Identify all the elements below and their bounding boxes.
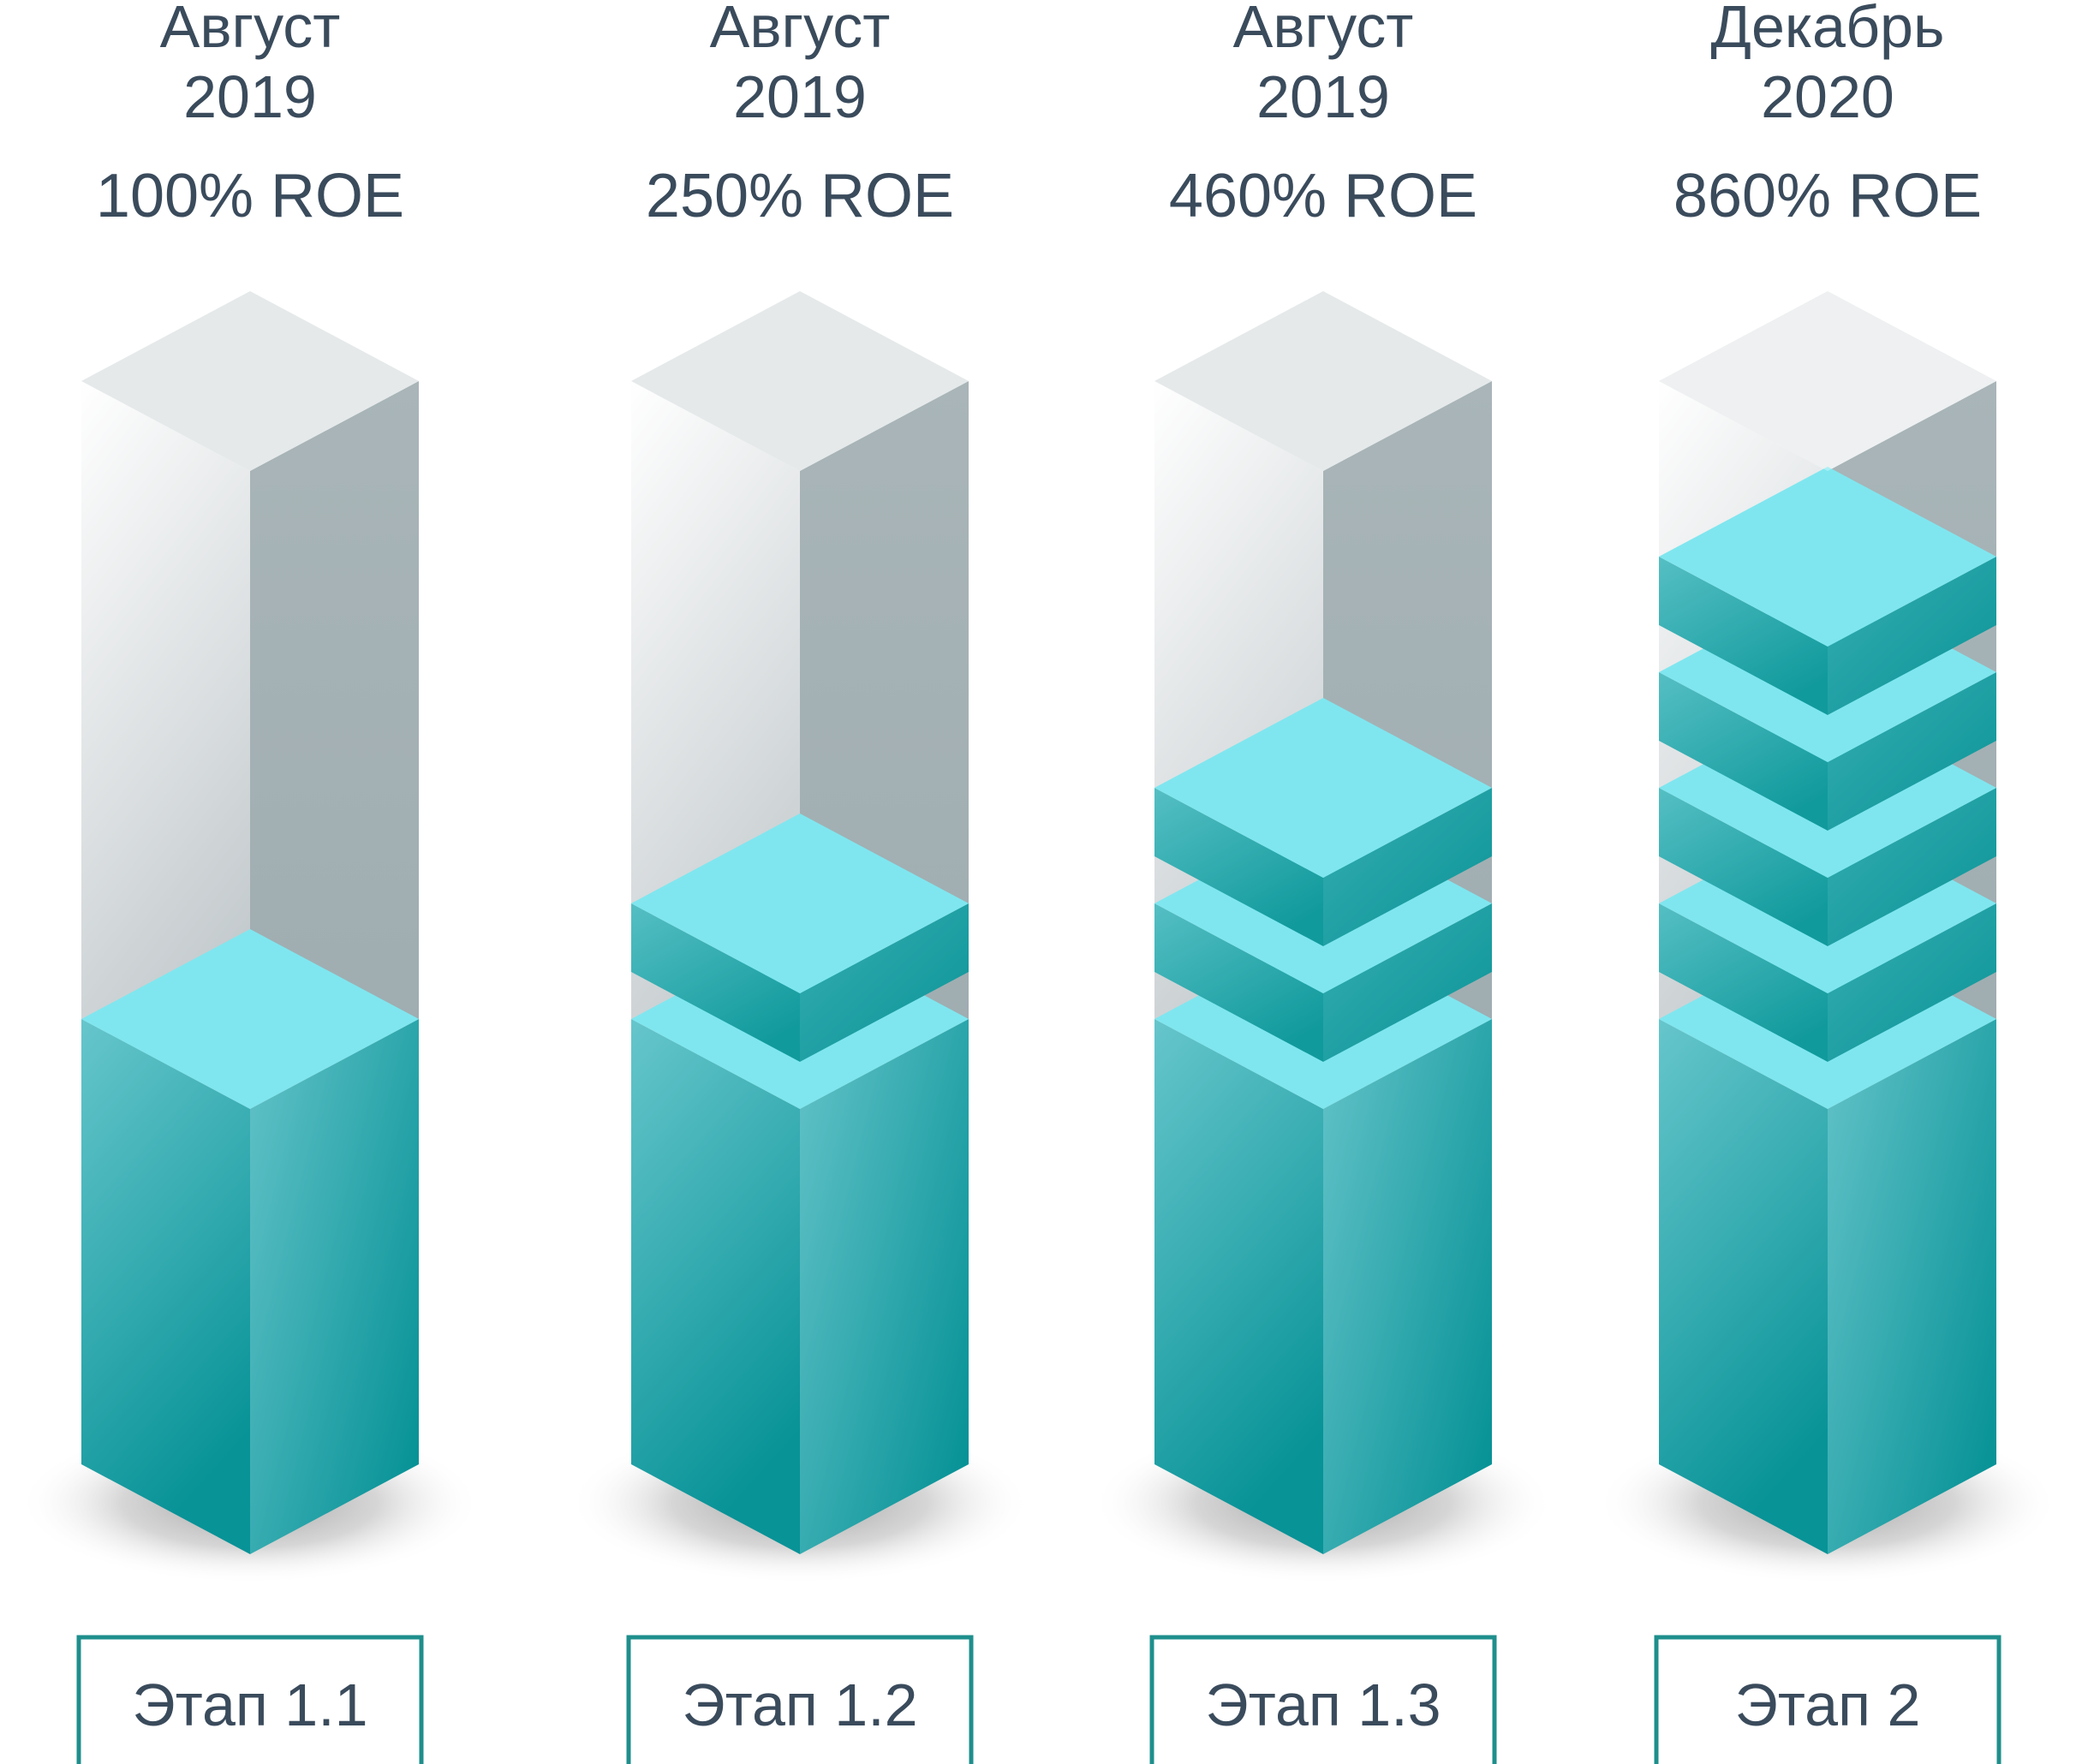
glass-top-face	[1154, 291, 1492, 471]
base-right-face	[1323, 1019, 1492, 1554]
stage-label: Этап 2	[1735, 1672, 1921, 1738]
stage-label: Этап 1.3	[1205, 1672, 1441, 1738]
slab-top-face	[1659, 467, 1996, 647]
glass-top-face	[1659, 291, 1996, 471]
slab-right-face	[1323, 788, 1492, 946]
slab-right-face	[1828, 672, 1996, 831]
glass-left-face	[81, 381, 250, 1109]
roe-value-label: 460% ROE	[1169, 162, 1477, 230]
glass-top-face	[631, 291, 969, 471]
glass-top-overlay	[1659, 291, 1996, 471]
slab-right-face	[1828, 557, 1996, 715]
base-block	[81, 929, 419, 1554]
stage-label-box	[626, 1635, 974, 1764]
period-month-label: Декабрь	[1711, 0, 1945, 60]
roe-value-label: 860% ROE	[1673, 162, 1982, 230]
period-year-label: 2019	[183, 63, 317, 130]
roe-slab	[1659, 467, 1996, 715]
slab-left-face	[1659, 788, 1828, 946]
slab-top-face	[631, 813, 969, 993]
stage-label: Этап 1.2	[682, 1672, 917, 1738]
roe-value-label: 250% ROE	[646, 162, 954, 230]
glass-tower	[81, 291, 419, 1109]
slab-left-face	[1659, 903, 1828, 1062]
slab-top-face	[1154, 698, 1492, 878]
base-right-face	[800, 1019, 969, 1554]
glass-top-face	[81, 291, 419, 471]
period-year-label: 2019	[733, 63, 867, 130]
slab-left-face	[631, 903, 800, 1062]
stage-label-box	[1149, 1635, 1497, 1764]
base-left-face	[1659, 1019, 1828, 1554]
glass-right-face	[250, 381, 419, 1109]
slab-left-face	[1659, 672, 1828, 831]
stage-label-box	[76, 1635, 424, 1764]
stage-label-box	[1654, 1635, 2001, 1764]
slab-right-face	[1828, 788, 1996, 946]
period-year-label: 2019	[1256, 63, 1390, 130]
roe-slab	[1154, 698, 1492, 946]
base-left-face	[1154, 1019, 1323, 1554]
base-left-face	[631, 1019, 800, 1554]
period-month-label: Август	[160, 0, 341, 60]
base-top-face	[81, 929, 419, 1109]
slab-right-face	[800, 903, 969, 1062]
roe-value-label: 100% ROE	[96, 162, 404, 230]
base-right-face	[1828, 1019, 1996, 1554]
roe-slab	[631, 813, 969, 1062]
base-right-face	[250, 1019, 419, 1554]
slab-left-face	[1659, 557, 1828, 715]
base-left-face	[81, 1019, 250, 1554]
period-year-label: 2020	[1761, 63, 1894, 130]
period-month-label: Август	[710, 0, 891, 60]
slab-right-face	[1828, 903, 1996, 1062]
period-month-label: Август	[1233, 0, 1414, 60]
slab-left-face	[1154, 788, 1323, 946]
slab-right-face	[1323, 903, 1492, 1062]
stage-label: Этап 1.1	[132, 1672, 367, 1738]
slab-left-face	[1154, 903, 1323, 1062]
